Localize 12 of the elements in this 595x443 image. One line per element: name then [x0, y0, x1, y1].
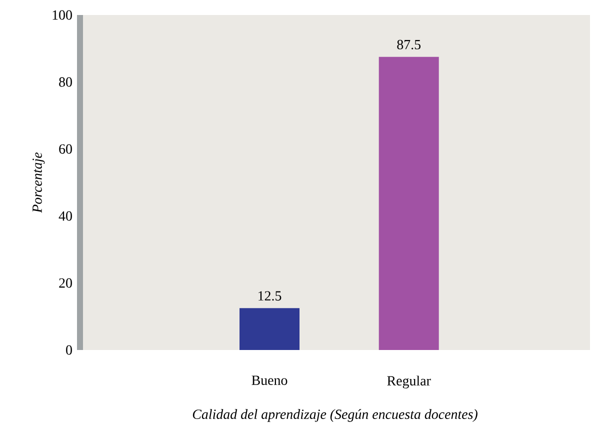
y-tick-label: 60: [59, 144, 72, 154]
x-tick-label: Bueno: [252, 376, 288, 385]
x-tick-label: Regular: [387, 376, 431, 388]
y-tick-label: 80: [59, 77, 72, 87]
y-tick-label: 40: [58, 211, 72, 221]
data-label: 87.5: [397, 40, 421, 50]
y-tick-label: 0: [66, 345, 72, 355]
data-label: 12.5: [258, 291, 282, 301]
y-axis-title: Porcentaje: [32, 152, 45, 213]
y-tick-label: 100: [52, 10, 72, 20]
y-tick-label: 20: [59, 278, 72, 288]
x-axis-title: Calidad del aprendizaje (Según encuesta docentes): [192, 409, 478, 422]
